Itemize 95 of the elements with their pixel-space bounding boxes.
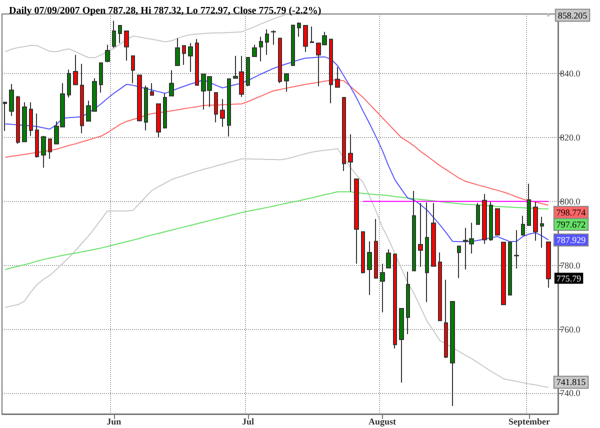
data-label: 798.774 bbox=[556, 207, 586, 218]
candlestick bbox=[508, 242, 512, 296]
candlestick bbox=[175, 38, 180, 66]
candlestick bbox=[195, 38, 199, 86]
candlestick bbox=[271, 30, 276, 46]
x-tick-label: September bbox=[508, 416, 550, 426]
candlestick bbox=[297, 22, 301, 38]
line-series bbox=[4, 148, 549, 388]
candlestick bbox=[482, 194, 487, 244]
candlestick bbox=[540, 216, 544, 248]
annotation: 775.79 bbox=[556, 273, 582, 284]
candlestick bbox=[533, 202, 538, 242]
candlestick bbox=[259, 36, 263, 62]
data-label: 797.672 bbox=[556, 219, 586, 230]
candlestick bbox=[150, 82, 154, 96]
y-tick-label: 820.0 bbox=[560, 132, 581, 142]
data-label: 787.929 bbox=[556, 234, 586, 245]
candlestick bbox=[527, 183, 531, 226]
x-tick-label: Jul bbox=[242, 416, 255, 426]
candlestick bbox=[310, 26, 314, 43]
candlestick bbox=[335, 66, 340, 88]
x-tick-label: August bbox=[368, 416, 396, 426]
candlestick bbox=[406, 271, 410, 335]
candlestick bbox=[386, 248, 391, 268]
candlestick bbox=[9, 84, 14, 116]
candlestick bbox=[252, 44, 257, 58]
candlestick bbox=[131, 55, 135, 84]
y-tick-label: 760.0 bbox=[560, 324, 581, 334]
candlestick bbox=[214, 92, 218, 123]
candlestick bbox=[156, 103, 161, 138]
candlestick bbox=[22, 102, 27, 143]
candlestick bbox=[3, 102, 7, 132]
data-label: 741.815 bbox=[556, 377, 586, 388]
candlestick bbox=[227, 78, 231, 137]
candlestick bbox=[169, 70, 174, 96]
candlestick bbox=[67, 69, 71, 98]
candlestick bbox=[246, 56, 250, 87]
candlestick bbox=[431, 202, 436, 267]
candlestick bbox=[425, 202, 429, 303]
candlestick bbox=[112, 20, 116, 48]
candlestick bbox=[348, 134, 353, 192]
candlestick bbox=[444, 279, 448, 359]
candlestick bbox=[144, 85, 148, 131]
y-tick-label: 840.0 bbox=[560, 68, 581, 78]
candlestick bbox=[380, 263, 385, 313]
candlestick bbox=[284, 73, 289, 92]
x-tick-label: Jun bbox=[106, 416, 122, 426]
candlestick bbox=[342, 96, 346, 172]
candlestick bbox=[80, 63, 84, 134]
line-series bbox=[4, 191, 549, 270]
y-tick-label: 740.0 bbox=[560, 388, 581, 398]
candlestick bbox=[73, 54, 78, 86]
candlestick bbox=[182, 45, 186, 66]
candlestick bbox=[303, 25, 308, 53]
candlestick bbox=[495, 208, 500, 236]
line-series bbox=[4, 56, 549, 242]
candlestick bbox=[393, 254, 397, 349]
candlestick bbox=[105, 44, 110, 63]
y-tick-label: 780.0 bbox=[560, 260, 581, 270]
candlestick bbox=[412, 190, 416, 272]
candlestick bbox=[450, 300, 455, 407]
candlestick bbox=[399, 308, 404, 384]
candlestick bbox=[16, 95, 20, 144]
candlestick bbox=[514, 230, 519, 270]
line-series bbox=[4, 79, 549, 206]
candlestick bbox=[35, 112, 39, 158]
candlestick bbox=[265, 28, 269, 56]
candlestick bbox=[374, 218, 378, 279]
candlestick bbox=[354, 178, 359, 264]
candlestick bbox=[124, 30, 129, 62]
candlestick bbox=[457, 246, 461, 279]
candlestick bbox=[163, 93, 167, 129]
candlestick bbox=[118, 25, 122, 44]
candlestick bbox=[48, 138, 52, 160]
candlestick bbox=[476, 202, 480, 225]
y-tick-label: 800.0 bbox=[560, 196, 581, 206]
candlestick bbox=[521, 215, 525, 236]
candlestick bbox=[438, 252, 442, 322]
candlestick bbox=[278, 38, 282, 84]
candlestick bbox=[361, 231, 365, 274]
candlestick bbox=[41, 135, 46, 168]
candlestick bbox=[489, 202, 493, 242]
candlestick bbox=[220, 98, 225, 128]
candlestick bbox=[137, 74, 142, 122]
candlestick bbox=[99, 62, 103, 94]
candlestick bbox=[501, 242, 506, 306]
candlestick bbox=[291, 24, 295, 66]
data-label: 858.205 bbox=[558, 10, 588, 20]
chart-title: Daily 07/09/2007 Open 787.28, Hi 787.32, Lo 772.97, Close 775.79 (-2.2%) bbox=[9, 6, 322, 16]
candlestick bbox=[329, 38, 333, 104]
candlestick bbox=[546, 241, 551, 288]
candlestick bbox=[418, 202, 423, 268]
candlestick bbox=[188, 42, 193, 72]
candlestick bbox=[29, 102, 33, 136]
candlestick bbox=[367, 240, 372, 296]
